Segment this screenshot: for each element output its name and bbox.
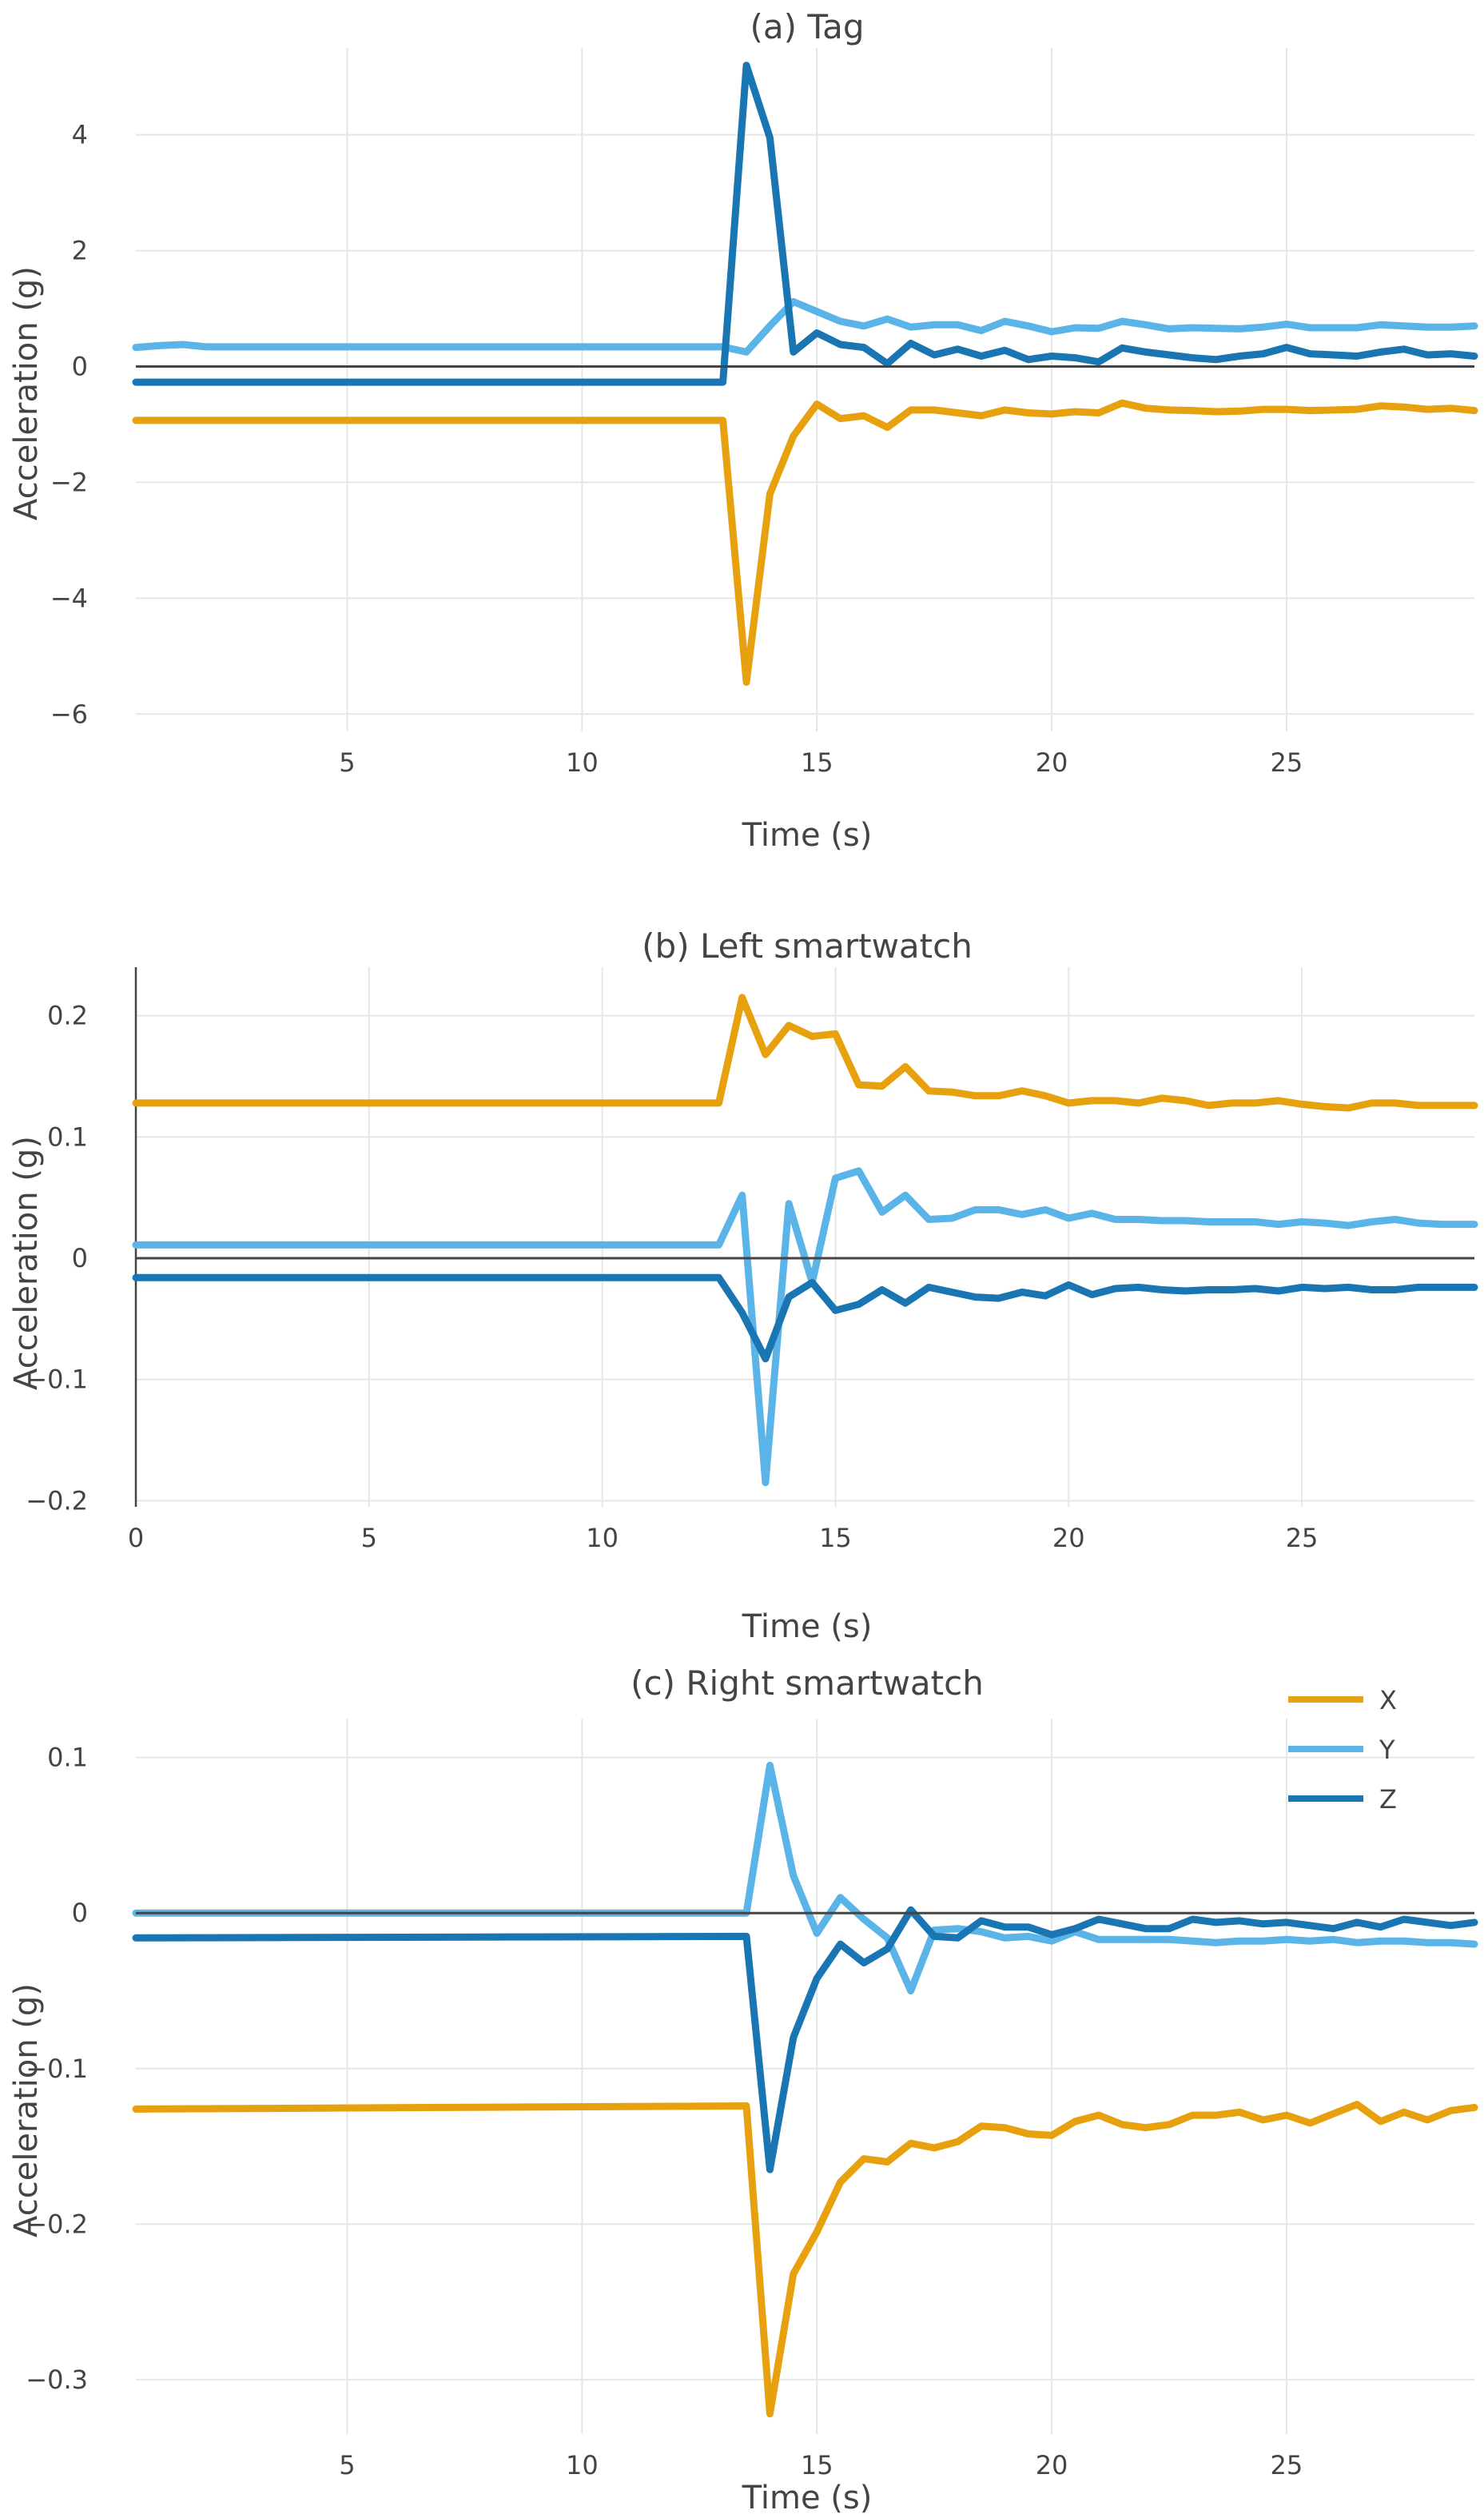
panel-a-title: (a) Tag [750, 7, 865, 46]
panel-a-ylabel: Acceleration (g) [8, 266, 45, 520]
panel-b-xlabel: Time (s) [742, 1608, 873, 1645]
panel-b: 0 5 10 15 20 25 0.2 0.1 0 −0.1 −0.2 (b) Left smart… [8, 926, 1478, 1645]
panel-b-xtick-label: 10 [586, 1523, 619, 1553]
panel-c-series-x [132, 2101, 1478, 2418]
panel-c-ytick-label: −0.2 [26, 2209, 88, 2239]
panel-c-title: (c) Right smartwatch [631, 1663, 984, 1703]
panel-b-series-y [132, 1167, 1478, 1487]
panel-a-xtick-label: 10 [566, 747, 599, 778]
panel-a-ytick-label: −2 [50, 467, 88, 497]
panel-c-xtick-label: 20 [1036, 2450, 1068, 2480]
panel-c-ytick-label: −0.3 [26, 2365, 88, 2395]
panel-b-ytick-label: 0.1 [47, 1122, 88, 1152]
panel-a-xtick-label: 5 [339, 747, 355, 778]
panel-b-grid [134, 967, 1474, 1507]
panel-b-ytick-label: 0.2 [47, 1001, 88, 1031]
panel-c-series-y [132, 1761, 1478, 1994]
panel-b-ytick-label: −0.1 [26, 1365, 88, 1395]
legend-label-x: X [1379, 1685, 1397, 1715]
panel-a-series-z [132, 62, 1478, 386]
panel-a-ytick-label: 4 [72, 120, 88, 150]
panel-a-ytick-label: 2 [72, 236, 88, 266]
panel-c-xtick-label: 10 [566, 2450, 599, 2480]
panel-c-xtick-label: 25 [1271, 2450, 1303, 2480]
panel-b-ytick-label: 0 [72, 1243, 88, 1273]
panel-a-xlabel: Time (s) [742, 817, 873, 854]
panel-a-xtick-label: 15 [801, 747, 834, 778]
panel-a-ytick-label: 0 [72, 352, 88, 382]
panel-c-xtick-label: 5 [339, 2450, 355, 2480]
panel-c-ytick-label: 0.1 [47, 1743, 88, 1773]
panel-c-lines [132, 1761, 1478, 2418]
legend-label-y: Y [1379, 1735, 1395, 1765]
panel-c-ticks: 5 10 15 20 25 0.1 0 −0.1 −0.2 −0.3 [26, 1743, 1303, 2480]
panel-b-xtick-label: 15 [819, 1523, 852, 1553]
panel-b-series-z [132, 1273, 1478, 1363]
panel-b-ticks: 0 5 10 15 20 25 0.2 0.1 0 −0.1 −0.2 [26, 1001, 1318, 1553]
panel-b-lines [132, 994, 1478, 1487]
panel-a-xtick-label: 20 [1036, 747, 1068, 778]
panel-b-ylabel: Acceleration (g) [8, 1136, 45, 1390]
panel-b-ytick-label: −0.2 [26, 1485, 88, 1516]
panel-a-xtick-label: 25 [1271, 747, 1303, 778]
panel-b-xtick-label: 0 [128, 1523, 144, 1553]
panel-b-series-x [132, 994, 1478, 1112]
panel-c-xtick-label: 15 [801, 2450, 834, 2480]
legend-label-z: Z [1379, 1784, 1397, 1815]
panel-a-series-x [132, 399, 1478, 686]
legend: X Y Z [1288, 1685, 1397, 1815]
panel-a-lines [132, 62, 1478, 686]
panel-c-series-z [132, 1906, 1478, 2173]
panel-a-ytick-label: −6 [50, 699, 88, 729]
panel-a-ytick-label: −4 [50, 583, 88, 613]
panel-c-ylabel: Acceleration (g) [8, 1983, 45, 2237]
panel-c-ytick-label: 0 [72, 1898, 88, 1928]
panel-b-xtick-label: 5 [361, 1523, 377, 1553]
panel-a-series-y [132, 297, 1478, 356]
panel-b-title: (b) Left smartwatch [642, 926, 973, 966]
panel-c-ytick-label: −0.1 [26, 2054, 88, 2084]
panel-b-xtick-label: 20 [1052, 1523, 1085, 1553]
panel-c-grid [136, 1719, 1474, 2434]
panel-c-xlabel: Time (s) [742, 2480, 873, 2516]
panel-a-grid [136, 48, 1474, 731]
panel-c: 5 10 15 20 25 0.1 0 −0.1 −0.2 −0.3 (c) Right smar… [8, 1663, 1478, 2516]
panel-b-xtick-label: 25 [1286, 1523, 1319, 1553]
